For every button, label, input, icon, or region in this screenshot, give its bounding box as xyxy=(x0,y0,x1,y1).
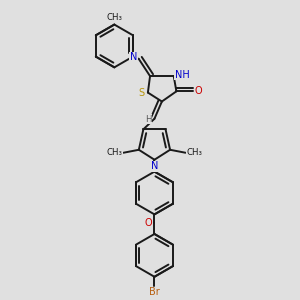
Text: Br: Br xyxy=(149,287,160,297)
Text: O: O xyxy=(144,218,152,228)
Text: N: N xyxy=(152,161,159,171)
Text: NH: NH xyxy=(175,70,189,80)
Text: O: O xyxy=(194,86,202,96)
Text: CH₃: CH₃ xyxy=(106,13,122,22)
Text: N: N xyxy=(130,52,137,62)
Text: CH₃: CH₃ xyxy=(186,148,203,157)
Text: S: S xyxy=(138,88,144,98)
Text: H: H xyxy=(145,115,151,124)
Text: CH₃: CH₃ xyxy=(106,148,122,157)
